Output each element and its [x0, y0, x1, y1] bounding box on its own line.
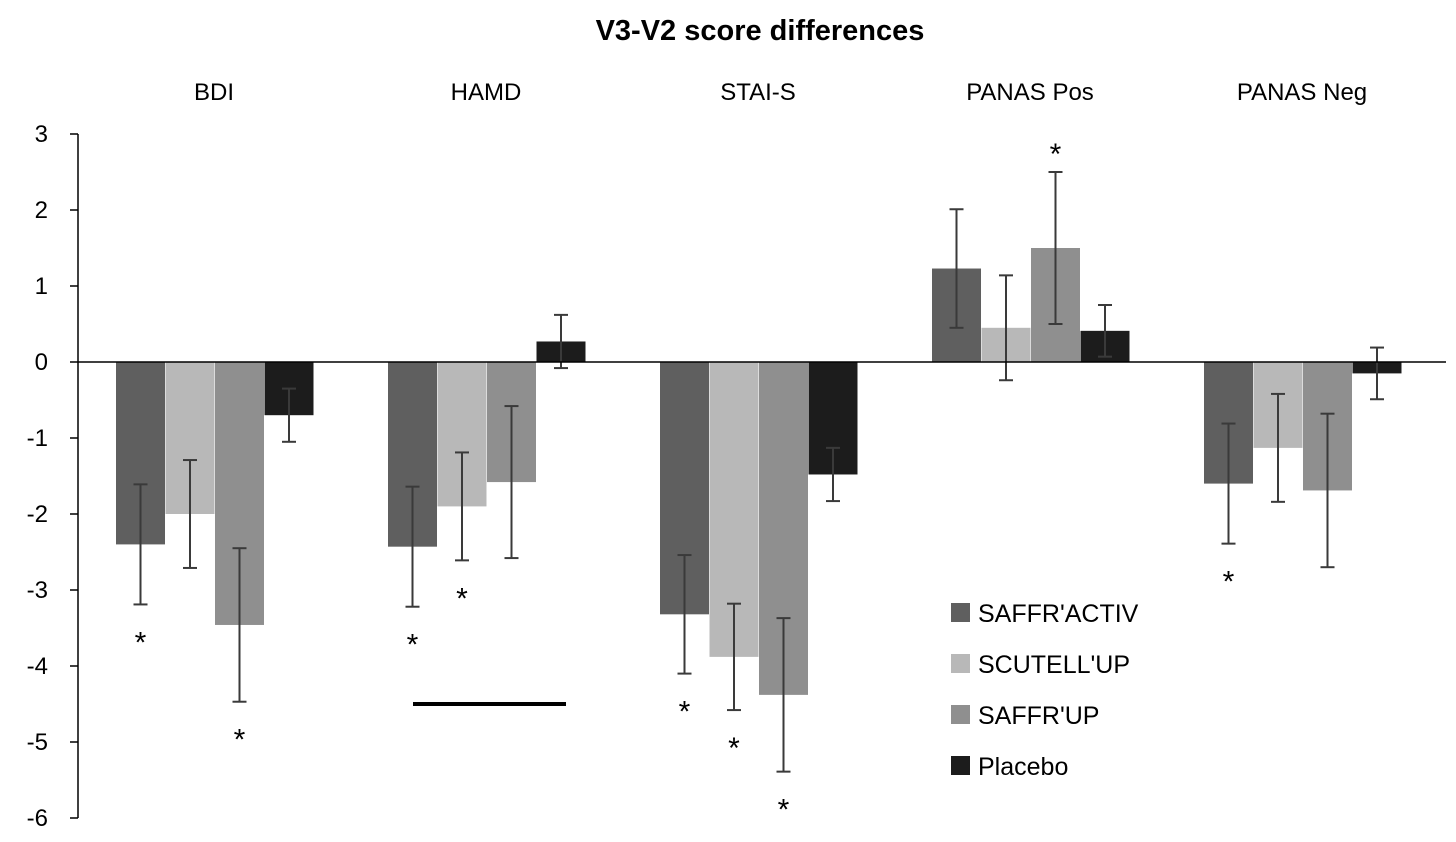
significance-star-saffr-activ-stai-s: *: [679, 696, 691, 729]
category-label-stai-s: STAI-S: [720, 79, 796, 106]
category-label-panas-pos: PANAS Pos: [966, 79, 1094, 106]
legend-swatch-placebo: [951, 756, 970, 775]
legend-swatch-saffr-activ: [951, 603, 970, 622]
category-label-hamd: HAMD: [451, 79, 522, 106]
legend-swatch-scutell-up: [951, 654, 970, 673]
category-label-panas-neg: PANAS Neg: [1237, 79, 1367, 106]
significance-star-scutell-up-stai-s: *: [728, 732, 740, 765]
significance-star-saffr-activ-bdi: *: [135, 626, 147, 659]
legend-label-placebo: Placebo: [978, 753, 1068, 781]
legend-swatch-saffr-up: [951, 705, 970, 724]
category-labels: BDI HAMD STAI-S PANAS Pos PANAS Neg: [194, 79, 1367, 106]
y-tick-label: 0: [35, 349, 48, 376]
y-tick-label: 3: [35, 121, 48, 148]
y-tick-label: -4: [27, 653, 48, 680]
y-tick-label: -1: [27, 425, 48, 452]
y-tick-label: 2: [35, 197, 48, 224]
legend-label-saffr-up: SAFFR'UP: [978, 702, 1099, 730]
legend-label-saffr-activ: SAFFR'ACTIV: [978, 600, 1139, 628]
y-tick-label: 1: [35, 273, 48, 300]
significance-star-saffr-up-stai-s: *: [778, 794, 790, 827]
significance-star-saffr-up-bdi: *: [234, 724, 246, 757]
y-tick-label: -3: [27, 577, 48, 604]
y-axis: 3 2 1 0 -1 -2 -3 -4 -5 -6: [27, 121, 79, 832]
y-tick-label: -6: [27, 805, 48, 832]
significance-star-scutell-up-hamd: *: [456, 582, 468, 615]
significance-markers: * * * * * * * * *: [135, 138, 1235, 827]
significance-star-saffr-up-panas-pos: *: [1050, 138, 1062, 171]
category-label-bdi: BDI: [194, 79, 234, 106]
significance-star-saffr-activ-panas-neg: *: [1223, 566, 1235, 599]
y-tick-label: -5: [27, 729, 48, 756]
legend-label-scutell-up: SCUTELL'UP: [978, 651, 1130, 679]
chart-title: V3-V2 score differences: [596, 15, 925, 47]
bars: [116, 248, 1402, 695]
legend: SAFFR'ACTIV SCUTELL'UP SAFFR'UP Placebo: [951, 600, 1139, 781]
error-bars: [133, 171, 1384, 773]
significance-star-saffr-activ-hamd: *: [407, 629, 419, 662]
y-tick-label: -2: [27, 501, 48, 528]
